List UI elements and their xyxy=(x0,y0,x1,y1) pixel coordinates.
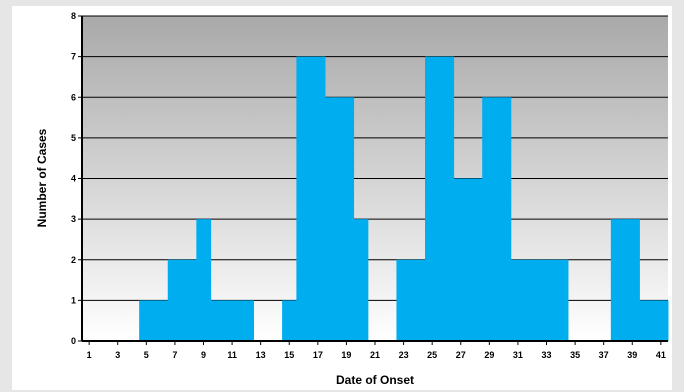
y-tick-label: 6 xyxy=(71,92,76,102)
bar-day-33 xyxy=(539,259,555,341)
x-tick-label: 35 xyxy=(570,350,580,360)
bar-day-6 xyxy=(153,300,169,341)
bar-day-31 xyxy=(510,259,526,341)
bar-day-32 xyxy=(525,259,540,341)
x-tick-label: 27 xyxy=(456,350,466,360)
bar-day-20 xyxy=(353,219,369,341)
bar-day-39 xyxy=(625,219,640,341)
bar-day-28 xyxy=(467,178,483,341)
bar-day-30 xyxy=(496,97,512,341)
bar-day-18 xyxy=(324,97,340,341)
bar-day-27 xyxy=(453,178,469,341)
bar-day-16 xyxy=(296,56,312,341)
bar-day-12 xyxy=(239,300,255,341)
bars xyxy=(139,56,669,341)
bar-day-10 xyxy=(210,300,226,341)
x-tick-label: 3 xyxy=(115,350,120,360)
x-tick-label: 41 xyxy=(656,350,666,360)
y-tick-label: 0 xyxy=(71,336,76,346)
y-tick-label: 5 xyxy=(71,133,76,143)
bar-day-24 xyxy=(410,259,426,341)
y-tick-labels: 0 1 2 3 4 5 6 7 8 xyxy=(71,11,82,346)
bar-day-5 xyxy=(139,300,154,341)
x-tick-label: 29 xyxy=(484,350,494,360)
x-tick-label: 25 xyxy=(427,350,437,360)
x-tick-label: 9 xyxy=(201,350,206,360)
x-tick-label: 39 xyxy=(627,350,637,360)
bar-day-19 xyxy=(339,97,355,341)
bar-day-26 xyxy=(439,56,455,341)
bar-day-34 xyxy=(553,259,569,341)
y-tick-label: 2 xyxy=(71,255,76,265)
x-tick-label: 13 xyxy=(256,350,266,360)
bar-day-40 xyxy=(639,300,655,341)
x-axis-title: Date of Onset xyxy=(336,373,414,387)
x-tick-label: 33 xyxy=(542,350,552,360)
y-tick-label: 4 xyxy=(71,174,76,184)
bar-day-17 xyxy=(310,56,326,341)
x-tick-label: 1 xyxy=(87,350,92,360)
bar-day-25 xyxy=(425,56,440,341)
x-tick-label: 11 xyxy=(227,350,237,360)
bar-day-41 xyxy=(653,300,669,341)
bar-day-9 xyxy=(196,219,212,341)
x-tick-label: 31 xyxy=(513,350,523,360)
bar-day-8 xyxy=(182,259,197,341)
x-tick-label: 5 xyxy=(144,350,149,360)
bar-day-11 xyxy=(224,300,240,341)
y-tick-label: 7 xyxy=(71,52,76,62)
x-tick-label: 15 xyxy=(284,350,294,360)
y-axis-title: Number of Cases xyxy=(35,128,49,227)
y-tick-label: 1 xyxy=(71,295,76,305)
x-tick-label: 7 xyxy=(172,350,177,360)
x-tick-label: 19 xyxy=(341,350,351,360)
y-tick-label: 3 xyxy=(71,214,76,224)
bar-day-38 xyxy=(610,219,626,341)
x-tick-label: 17 xyxy=(313,350,323,360)
bar-day-7 xyxy=(167,259,183,341)
bar-day-23 xyxy=(396,259,412,341)
bar-day-15 xyxy=(282,300,297,341)
y-tick-label: 8 xyxy=(71,11,76,21)
x-tick-label: 37 xyxy=(599,350,609,360)
x-tick-label: 21 xyxy=(370,350,380,360)
bar-day-29 xyxy=(482,97,497,341)
x-tick-label: 23 xyxy=(399,350,409,360)
x-tick-labels: 1 3 5 7 9 11 13 15 17 19 21 23 25 27 29 31 33 35 37 39 41 xyxy=(87,341,666,360)
